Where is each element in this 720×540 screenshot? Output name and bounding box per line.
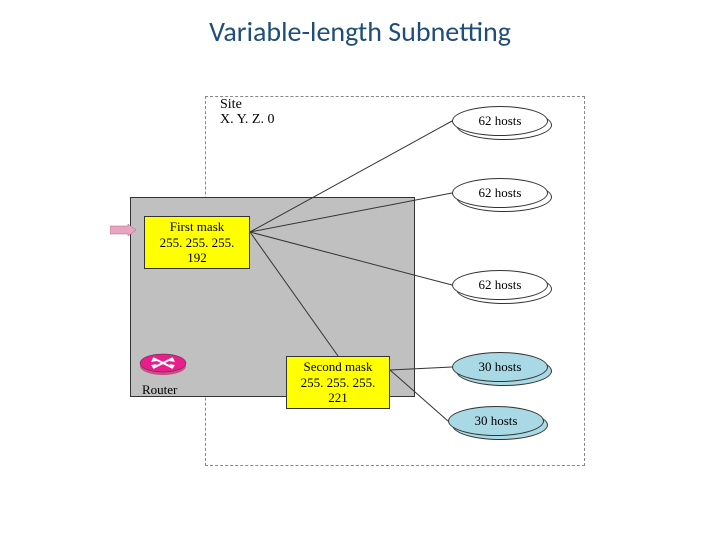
second-mask-box: Second mask 255. 255. 255. 221 (286, 356, 390, 409)
router-label: Router (142, 382, 177, 398)
first-mask-label: First mask (153, 219, 241, 235)
second-mask-label: Second mask (295, 359, 381, 375)
subnet-ellipse: 62 hosts (452, 106, 548, 136)
subnet-ellipse: 30 hosts (448, 406, 544, 436)
arrow-icon (110, 224, 136, 236)
first-mask-value: 255. 255. 255. 192 (153, 235, 241, 266)
site-label: Site (220, 98, 274, 112)
page-title: Variable-length Subnetting (209, 14, 511, 49)
diagram-area: Site X. Y. Z. 0 First mask 255. 255. 255… (130, 92, 590, 492)
subnet-ellipse: 62 hosts (452, 178, 548, 208)
subnet-ellipse: 30 hosts (452, 352, 548, 382)
site-address: X. Y. Z. 0 (220, 112, 274, 127)
second-mask-value: 255. 255. 255. 221 (295, 375, 381, 406)
router-icon (138, 352, 188, 376)
subnet-ellipse: 62 hosts (452, 270, 548, 300)
first-mask-box: First mask 255. 255. 255. 192 (144, 216, 250, 269)
site-block: Site X. Y. Z. 0 (220, 98, 274, 127)
